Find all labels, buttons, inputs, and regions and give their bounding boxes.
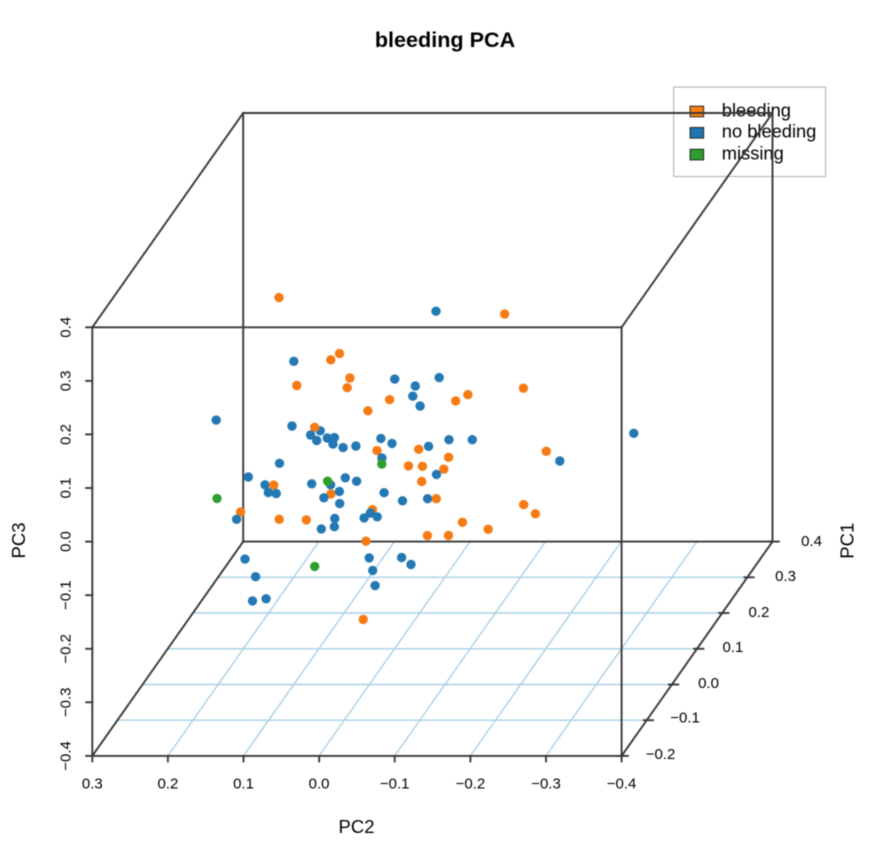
svg-text:0.0: 0.0 — [57, 531, 74, 552]
svg-text:−0.2: −0.2 — [456, 776, 486, 793]
svg-text:0.2: 0.2 — [157, 776, 178, 793]
svg-text:0.0: 0.0 — [698, 675, 719, 692]
svg-text:0.0: 0.0 — [309, 776, 330, 793]
svg-text:no bleeding: no bleeding — [722, 121, 817, 142]
svg-text:0.1: 0.1 — [57, 478, 74, 499]
svg-text:PC3: PC3 — [8, 523, 29, 559]
svg-text:0.2: 0.2 — [748, 604, 769, 621]
svg-text:0.3: 0.3 — [57, 370, 74, 391]
svg-text:PC1: PC1 — [837, 523, 858, 559]
svg-text:PC2: PC2 — [339, 816, 375, 837]
svg-text:−0.4: −0.4 — [607, 776, 637, 793]
svg-text:bleeding: bleeding — [722, 99, 791, 120]
svg-text:0.2: 0.2 — [57, 424, 74, 445]
svg-text:−0.2: −0.2 — [57, 634, 74, 664]
svg-text:−0.2: −0.2 — [646, 746, 676, 763]
svg-text:−0.3: −0.3 — [531, 776, 561, 793]
svg-text:0.3: 0.3 — [82, 776, 103, 793]
svg-text:0.1: 0.1 — [722, 639, 743, 656]
svg-text:−0.4: −0.4 — [57, 741, 74, 771]
svg-text:0.1: 0.1 — [233, 776, 254, 793]
svg-text:−0.1: −0.1 — [670, 709, 700, 726]
svg-text:−0.1: −0.1 — [380, 776, 410, 793]
svg-text:missing: missing — [722, 143, 784, 164]
svg-text:0.4: 0.4 — [801, 533, 822, 550]
svg-text:−0.3: −0.3 — [57, 687, 74, 717]
svg-text:0.4: 0.4 — [57, 317, 74, 338]
svg-text:0.3: 0.3 — [775, 568, 796, 585]
svg-text:bleeding PCA: bleeding PCA — [375, 27, 516, 52]
svg-text:−0.1: −0.1 — [57, 580, 74, 610]
